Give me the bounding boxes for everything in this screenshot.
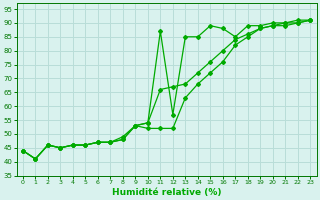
X-axis label: Humidité relative (%): Humidité relative (%) [112, 188, 221, 197]
